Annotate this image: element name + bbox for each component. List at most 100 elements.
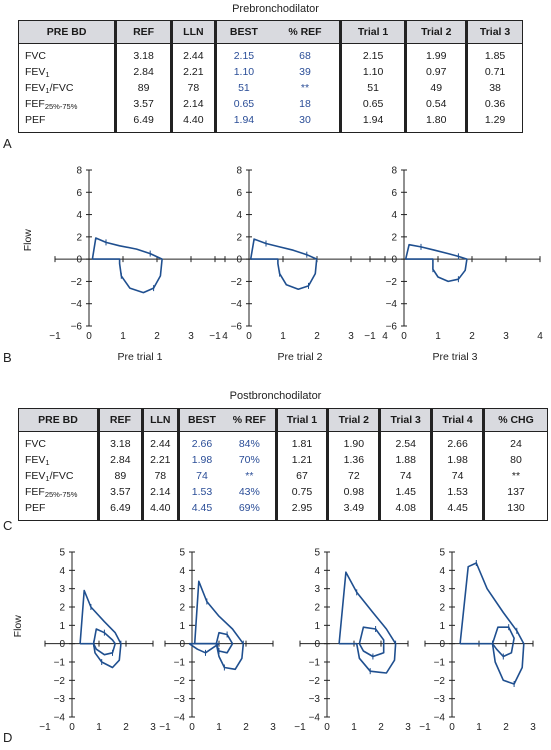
y-tick-label: 2 xyxy=(391,232,397,243)
x-tick-label: 2 xyxy=(314,331,320,342)
cell-best: 1.94 xyxy=(213,112,272,133)
y-tick-label: 1 xyxy=(59,621,65,632)
y-tick-label: 0 xyxy=(236,255,242,266)
cell-t3: 1.29 xyxy=(465,112,523,133)
header-cell: Trial 1 xyxy=(274,408,328,432)
y-tick-label: −2 xyxy=(231,277,243,288)
cell-pct: 84% xyxy=(238,438,260,450)
flow-volume-loop xyxy=(249,238,318,290)
y-tick-label: 4 xyxy=(391,210,397,221)
y-tick-label: −1 xyxy=(309,658,321,669)
cell-pct: 43% xyxy=(238,486,260,498)
x-tick-label: 3 xyxy=(530,722,536,733)
x-tick-label: 2 xyxy=(243,722,249,733)
row-label: FEF25%-75% xyxy=(17,96,116,112)
cell-lln: 2.44 xyxy=(140,431,179,452)
y-tick-label: 1 xyxy=(314,621,320,632)
x-tick-label: 2 xyxy=(469,331,475,342)
header-cell: Trial 3 xyxy=(465,20,523,44)
y-tick-label: 2 xyxy=(314,603,320,614)
x-tick-label: 1 xyxy=(435,331,441,342)
cell-t2: 1.90 xyxy=(326,431,380,452)
y-tick-label: 0 xyxy=(59,639,65,650)
cell-pct: 39 xyxy=(299,66,311,78)
cell-ref: 6.49 xyxy=(114,112,172,133)
cell-ref: 3.57 xyxy=(96,484,143,500)
y-tick-label: 5 xyxy=(179,548,185,559)
table-row: FEF25%-75% 3.57 2.14 0.65 18 0.65 0.54 0.36 xyxy=(17,96,523,112)
cell-ref: 3.57 xyxy=(114,96,172,112)
header-cell: BEST xyxy=(213,20,272,44)
table-row: FEV1/FVC 89 78 51 ** 51 49 38 xyxy=(17,80,523,96)
x-tick-label: 1 xyxy=(351,722,357,733)
cell-lln: 2.14 xyxy=(140,484,179,500)
y-tick-label: 2 xyxy=(59,603,65,614)
cell-t3: 0.36 xyxy=(465,96,523,112)
cell-t2: 0.97 xyxy=(404,64,467,80)
cell-ref: 89 xyxy=(96,468,143,484)
flow-volume-loop xyxy=(404,243,468,283)
flow-volume-loop xyxy=(91,237,163,294)
cell-t2: 1.99 xyxy=(404,43,467,64)
y-tick-label: 0 xyxy=(76,255,82,266)
cell-t2: 72 xyxy=(326,468,380,484)
cell-lln: 2.21 xyxy=(140,452,179,468)
x-tick-label: −1 xyxy=(294,722,306,733)
cell-t4: 74 xyxy=(430,468,484,484)
table-row: FEF25%-75% 3.57 2.14 1.53 43% 0.75 0.98 1.45 1.5… xyxy=(18,484,548,500)
y-tick-label: 3 xyxy=(314,584,320,595)
cell-ref: 3.18 xyxy=(114,43,172,64)
table-row: FEV1 2.84 2.21 1.10 39 1.10 0.97 0.71 xyxy=(17,64,523,80)
x-tick-label: 0 xyxy=(324,722,330,733)
x-tick-label: 1 xyxy=(120,331,126,342)
cell-t1: 67 xyxy=(274,468,328,484)
cell-t3: 1.85 xyxy=(465,43,523,64)
row-label: FEV1/FVC xyxy=(17,80,116,96)
header-cell: Trial 1 xyxy=(338,20,406,44)
x-tick-label: 3 xyxy=(503,331,509,342)
cell-t3: 38 xyxy=(465,80,523,96)
flow-volume-loop xyxy=(459,562,525,685)
header-cell: Trial 4 xyxy=(430,408,484,432)
cell-t1: 1.10 xyxy=(338,64,406,80)
y-tick-label: −3 xyxy=(434,694,446,705)
cell-t4: 1.98 xyxy=(430,452,484,468)
y-tick-label: 6 xyxy=(76,188,82,199)
y-tick-label: 2 xyxy=(236,232,242,243)
x-tick-label: 1 xyxy=(216,722,222,733)
cell-t2: 3.49 xyxy=(326,500,380,521)
x-tick-label: 0 xyxy=(189,722,195,733)
x-tick-label: 4 xyxy=(382,331,388,342)
cell-pct: 70% xyxy=(238,454,260,466)
y-tick-label: −4 xyxy=(54,713,66,724)
x-tick-label: 2 xyxy=(154,331,160,342)
y-tick-label: 0 xyxy=(391,255,397,266)
flow-volume-plot-5: −1 0 1 2 3 −4 −3 −2 −1 0 1 2 3 4 5 xyxy=(159,548,276,734)
table-row: FEV1 2.84 2.21 1.98 70% 1.21 1.36 1.88 1.98 80 xyxy=(18,452,548,468)
y-tick-label: 4 xyxy=(179,566,185,577)
y-tick-label: 8 xyxy=(391,166,397,177)
cell-t2: 1.80 xyxy=(404,112,467,133)
cell-lln: 4.40 xyxy=(170,112,216,133)
cell-pct: 69% xyxy=(224,500,277,521)
table-row: FVC 3.18 2.44 2.15 68 2.15 1.99 1.85 xyxy=(17,43,523,64)
header-cell: % REF xyxy=(224,408,277,432)
flow-volume-plot-7: −1 0 1 2 3 −4 −3 −2 −1 0 1 2 3 4 5 xyxy=(419,548,536,734)
cell-t1: 2.15 xyxy=(338,43,406,64)
flow-volume-loop xyxy=(188,642,220,654)
cell-best: 1.10 xyxy=(213,64,272,80)
y-tick-label: −3 xyxy=(54,694,66,705)
cell-best: 51 xyxy=(213,80,272,96)
table-header-row: PRE BD REF LLN BEST % REF Trial 1 Trial … xyxy=(18,408,548,432)
cell-ref: 6.49 xyxy=(96,500,143,521)
cell-t4: 1.53 xyxy=(430,484,484,500)
table-row: PEF 6.49 4.40 4.45 69% 2.95 3.49 4.08 4.45 130 xyxy=(18,500,548,521)
cell-t1: 0.65 xyxy=(338,96,406,112)
cell-lln: 4.40 xyxy=(140,500,179,521)
y-tick-label: 6 xyxy=(391,188,397,199)
cell-pct: ** xyxy=(300,82,310,94)
x-tick-label: 3 xyxy=(348,331,354,342)
x-tick-label: 2 xyxy=(378,722,384,733)
y-axis-label: Flow xyxy=(22,229,34,252)
header-cell: BEST xyxy=(176,408,225,432)
